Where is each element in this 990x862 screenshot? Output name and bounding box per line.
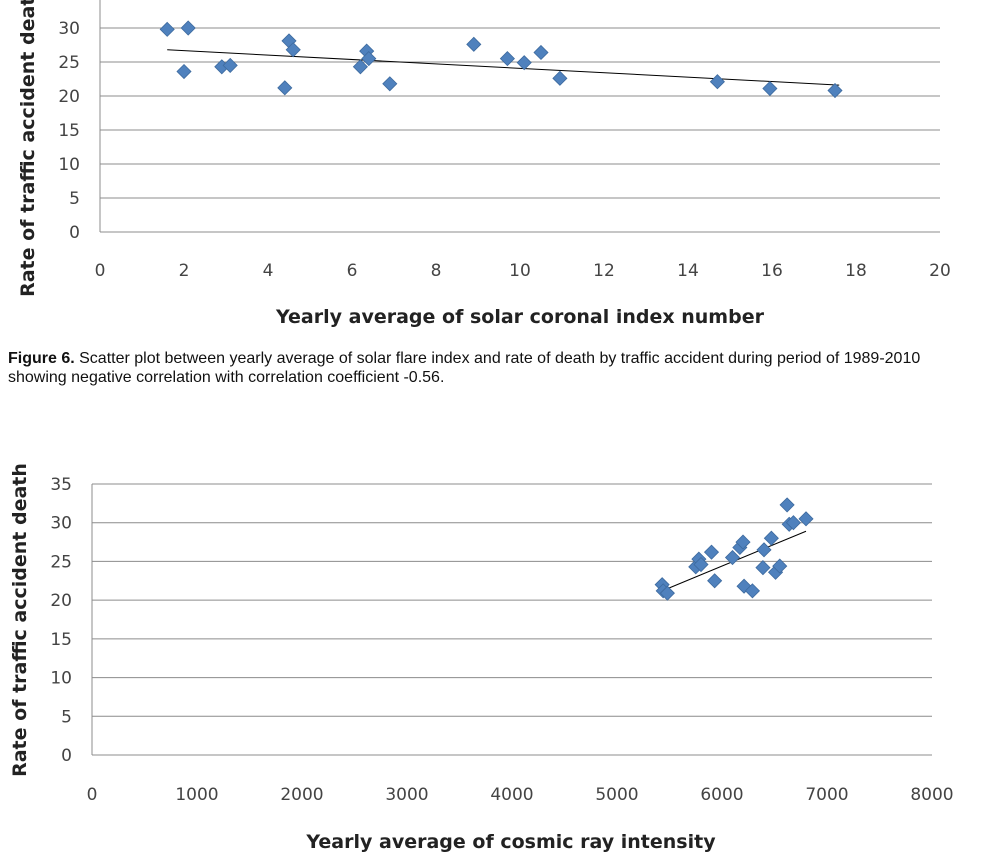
y-tick-label: 30: [58, 19, 80, 39]
data-point: [755, 560, 771, 576]
x-tick-label: 2: [179, 261, 190, 281]
data-point: [277, 80, 293, 96]
y-tick-label: 0: [69, 223, 80, 243]
data-point: [222, 57, 238, 73]
data-point: [772, 558, 788, 574]
y-axis-title: Rate of traffic accident death: [9, 463, 31, 777]
figure-caption: Figure 6. Scatter plot between yearly av…: [8, 349, 983, 387]
x-tick-label: 14: [677, 261, 699, 281]
x-axis-title: Yearly average of solar coronal index nu…: [275, 306, 765, 328]
y-tick-label: 35: [58, 0, 80, 5]
x-tick-label: 4000: [490, 785, 533, 805]
y-tick-label: 10: [58, 155, 80, 175]
data-point: [466, 36, 482, 52]
x-axis-title: Yearly average of cosmic ray intensity: [305, 831, 716, 853]
data-point: [361, 51, 377, 67]
x-tick-label: 8000: [910, 785, 953, 805]
data-point: [735, 534, 751, 550]
y-tick-label: 10: [50, 669, 72, 689]
data-point: [552, 70, 568, 86]
x-tick-label: 3000: [385, 785, 428, 805]
y-tick-label: 25: [50, 552, 72, 572]
x-tick-label: 5000: [595, 785, 638, 805]
x-tick-label: 12: [593, 261, 615, 281]
data-point: [744, 583, 761, 599]
x-tick-label: 8: [431, 261, 442, 281]
x-tick-label: 18: [845, 261, 867, 281]
y-tick-label: 20: [58, 87, 80, 107]
y-tick-label: 35: [50, 475, 72, 495]
data-point: [176, 63, 192, 80]
y-tick-label: 20: [50, 591, 72, 611]
data-point: [516, 55, 532, 71]
data-point: [763, 530, 779, 546]
data-point: [499, 51, 515, 67]
x-tick-label: 6000: [700, 785, 743, 805]
data-point: [707, 573, 723, 589]
data-point: [724, 549, 741, 566]
data-point: [382, 76, 398, 92]
data-point: [779, 497, 795, 513]
x-tick-label: 10: [509, 261, 531, 281]
data-point: [798, 511, 814, 527]
data-point: [703, 544, 720, 560]
figure-caption-label: Figure 6.: [8, 350, 75, 367]
x-tick-label: 4: [263, 261, 274, 281]
y-tick-label: 0: [61, 746, 72, 766]
figure-caption-text: Scatter plot between yearly average of s…: [8, 350, 921, 386]
x-tick-label: 7000: [805, 785, 848, 805]
y-tick-label: 5: [61, 707, 72, 727]
y-axis-title: Rate of traffic accident death: [17, 0, 39, 297]
data-point: [159, 21, 175, 37]
data-point: [180, 20, 196, 36]
y-tick-label: 5: [69, 189, 80, 209]
y-tick-label: 15: [50, 630, 72, 650]
data-point: [533, 44, 549, 61]
x-tick-label: 0: [87, 785, 98, 805]
trendline: [167, 49, 840, 86]
x-tick-label: 16: [761, 261, 783, 281]
data-point: [827, 82, 843, 99]
data-point: [693, 556, 709, 573]
x-tick-label: 6: [347, 261, 358, 281]
y-tick-label: 15: [58, 121, 80, 141]
data-point: [285, 42, 301, 58]
data-point: [762, 80, 778, 97]
y-tick-label: 30: [50, 514, 72, 534]
x-tick-label: 20: [929, 261, 951, 281]
data-point: [709, 74, 725, 90]
chart-solar-coronal-index: 0 5 10 15 20 25 30 35 0 2 4 6 8 10 12 14 16 18 20 Yearly av…: [17, 0, 951, 328]
data-point: [659, 585, 675, 601]
data-point: [756, 542, 772, 558]
x-tick-label: 2000: [280, 785, 323, 805]
x-tick-label: 1000: [175, 785, 218, 805]
data-point: [785, 515, 801, 531]
y-tick-label: 25: [58, 53, 80, 73]
x-tick-label: 0: [95, 261, 106, 281]
data-point: [352, 59, 368, 75]
